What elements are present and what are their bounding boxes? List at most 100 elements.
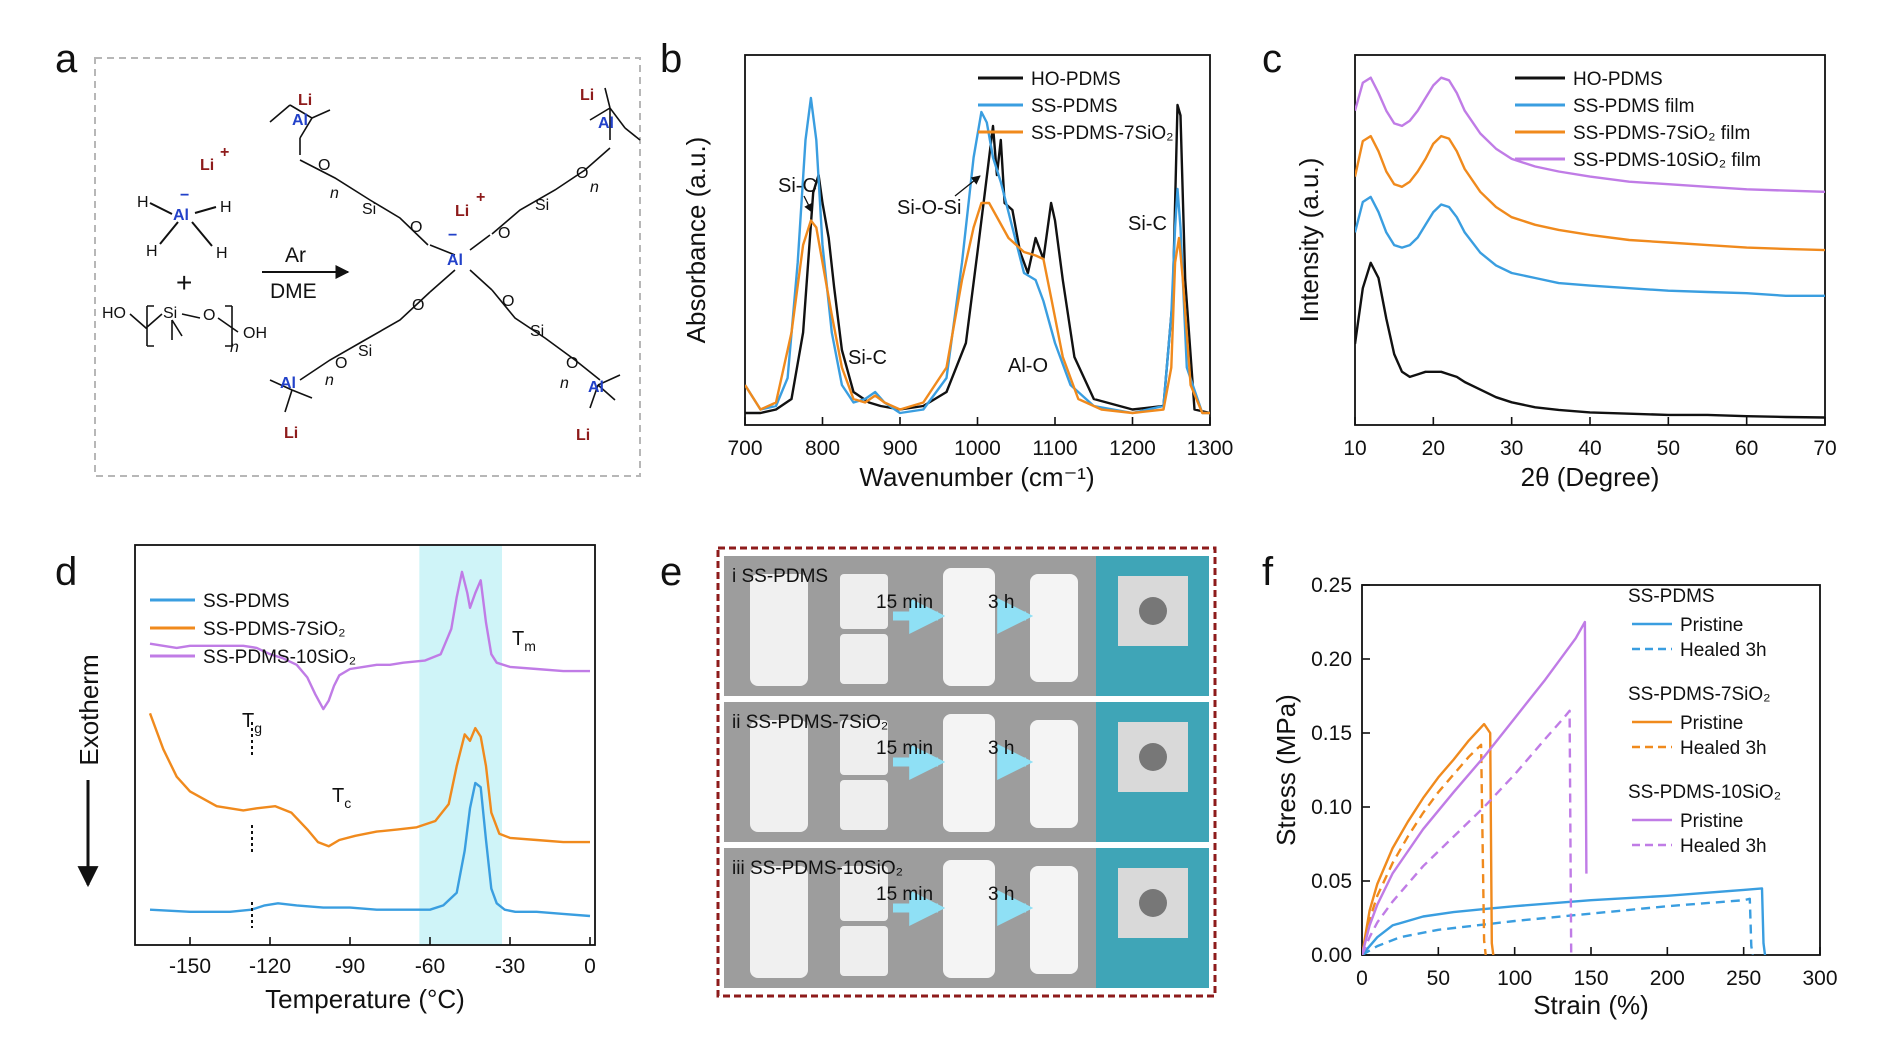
al-charge: −: [180, 187, 189, 204]
tensile-series-0: [1362, 887, 1767, 955]
xrd-y-axis-label: Intensity (a.u.): [1294, 158, 1324, 323]
dsc-series: [148, 570, 591, 918]
ftir-legend: HO-PDMS SS-PDMS SS-PDMS-7SiO₂: [978, 69, 1174, 144]
n-arm-3: n: [325, 372, 334, 389]
tensile-y-tick-label-2: 0.10: [1311, 796, 1352, 819]
n-arm-2: n: [590, 179, 599, 196]
tensile-series-4: [1362, 620, 1588, 955]
ftir-series-2: [745, 201, 1210, 415]
ftir-x-axis-label: Wavenumber (cm⁻¹): [859, 462, 1094, 492]
li-charge: +: [220, 144, 229, 161]
ftir-x-tick-label-6: 1300: [1187, 437, 1234, 460]
li-top-right: Li: [580, 87, 594, 104]
tensile-ticks: 0 50 100 150 200 250 300 0.00 0.05 0.10 0.15 0.20 0.…: [1311, 574, 1837, 990]
dsc-legend-label-2: SS-PDMS-10SiO₂: [203, 647, 356, 668]
al-top-right: Al: [598, 115, 614, 132]
ftir-x-ticks: 700 800 900 1000 1100 1200 1300: [727, 417, 1233, 460]
ftir-y-axis-label: Absorbance (a.u.): [681, 137, 711, 344]
arrow-label-top: Ar: [285, 244, 306, 267]
panel-label-e: e: [660, 550, 682, 594]
plus-sign: +: [176, 267, 192, 298]
li-top-left: Li: [298, 92, 312, 109]
scheme-a-frame: [94, 57, 641, 477]
ftir-annotation-si-c-3: Si-C: [1128, 213, 1167, 235]
star-product: [269, 87, 641, 413]
dsc-annotation-tm: Tm: [512, 628, 536, 654]
photo-row-label-0: i SS-PDMS: [732, 566, 828, 587]
xrd-x-tick-label-4: 50: [1657, 437, 1680, 460]
dsc-legend-label-1: SS-PDMS-7SiO₂: [203, 619, 346, 640]
dsc-series-0: [149, 781, 591, 918]
photo-time-3h-2: 3 h: [988, 884, 1014, 905]
tensile-legend: SS-PDMS Pristine Healed 3h SS-PDMS-7SiO₂ Pri…: [1628, 586, 1781, 857]
photo-time-3h-0: 3 h: [988, 592, 1014, 613]
photo-sample-original-0: [750, 574, 808, 686]
al-label: Al: [173, 207, 189, 224]
tensile-series-1: [1362, 897, 1754, 955]
photo-row-label-1: ii SS-PDMS-7SiO₂: [732, 712, 888, 733]
healing-photos-e: i SS-PDMS 15 min 3 h ii SS-PDMS-7SiO₂ 15 min…: [716, 546, 1217, 998]
dsc-shaded-band: [419, 545, 502, 945]
ftir-legend-label-2: SS-PDMS-7SiO₂: [1031, 123, 1174, 144]
photo-sample-15min-1: [943, 714, 995, 832]
ftir-annotation-si-o-si: Si-O-Si: [897, 197, 961, 219]
dsc-plot-frame: [134, 544, 596, 946]
dsc-x-tick-label-0: -150: [169, 955, 211, 978]
photo-row-label-2: iii SS-PDMS-10SiO₂: [732, 858, 903, 879]
ftir-x-tick-label-1: 800: [805, 437, 840, 460]
panel-label-c: c: [1262, 37, 1282, 81]
tensile-y-tick-label-3: 0.15: [1311, 722, 1352, 745]
panel-label-b: b: [660, 37, 682, 81]
dsc-annotation-tc: Tc: [332, 785, 351, 811]
xrd-series: [1355, 76, 1825, 419]
dsc-series-1: [148, 712, 590, 848]
ftir-plot-frame: [744, 54, 1211, 426]
photo-time-3h-1: 3 h: [988, 738, 1014, 759]
photo-sample-15min-2: [943, 860, 995, 978]
tensile-legend-item-0-1: Healed 3h: [1680, 640, 1767, 661]
dsc-x-tick-label-4: -30: [495, 955, 525, 978]
h-label-3: H: [146, 243, 158, 260]
ftir-x-tick-label-0: 700: [727, 437, 762, 460]
xrd-legend-label-1: SS-PDMS film: [1573, 96, 1694, 117]
photo-sample-3h-2: [1030, 866, 1078, 974]
xrd-x-tick-label-2: 30: [1500, 437, 1523, 460]
photo-time-15min-1: 15 min: [876, 738, 933, 759]
o-arm-6: O: [335, 355, 347, 372]
tensile-legend-item-1-1: Healed 3h: [1680, 738, 1767, 759]
photo-sample-cut-bottom-0: [840, 634, 888, 684]
h-label-1: H: [137, 194, 149, 211]
dsc-legend-label-0: SS-PDMS: [203, 591, 290, 612]
photo-sample-3h-0: [1030, 574, 1078, 682]
dsc-series-2: [149, 570, 590, 711]
si-arm-4: Si: [530, 323, 544, 340]
dsc-chart: -150 -120 -90 -60 -30 0 Temperature (°C) Exot…: [74, 544, 596, 1014]
ftir-chart: 700 800 900 1000 1100 1200 1300 Wavenumber (cm…: [681, 54, 1233, 492]
tensile-series-3: [1362, 743, 1487, 955]
xrd-series-2: [1355, 134, 1825, 252]
si-arm-2: Si: [535, 197, 549, 214]
xrd-legend-label-0: HO-PDMS: [1573, 69, 1663, 90]
tensile-chart: 0 50 100 150 200 250 300 0.00 0.05 0.10 0.15 0.20 0.…: [1271, 574, 1838, 1020]
tensile-x-tick-label-3: 150: [1573, 967, 1608, 990]
xrd-series-3: [1355, 76, 1825, 193]
xrd-x-tick-label-1: 20: [1422, 437, 1445, 460]
tensile-x-axis-label: Strain (%): [1533, 990, 1649, 1020]
n-label: n: [230, 339, 239, 356]
o-arm-8: O: [566, 355, 578, 372]
al-bottom-right: Al: [588, 379, 604, 396]
al-bottom-left: Al: [280, 375, 296, 392]
tensile-x-tick-label-1: 50: [1427, 967, 1450, 990]
xrd-x-tick-label-3: 40: [1578, 437, 1601, 460]
ftir-annotation-al-o: Al-O: [1008, 355, 1048, 377]
photo-sample-cut-bottom-1: [840, 780, 888, 830]
panel-label-a: a: [55, 37, 78, 81]
center-li-charge: +: [476, 189, 485, 206]
o-label: O: [203, 307, 215, 324]
ftir-series-1: [745, 96, 1210, 415]
tensile-legend-item-1-0: Pristine: [1680, 713, 1743, 734]
tensile-y-axis-label: Stress (MPa): [1271, 694, 1301, 846]
o-arm-4: O: [576, 165, 588, 182]
ftir-annotation-si-c-2: Si-C: [848, 347, 887, 369]
